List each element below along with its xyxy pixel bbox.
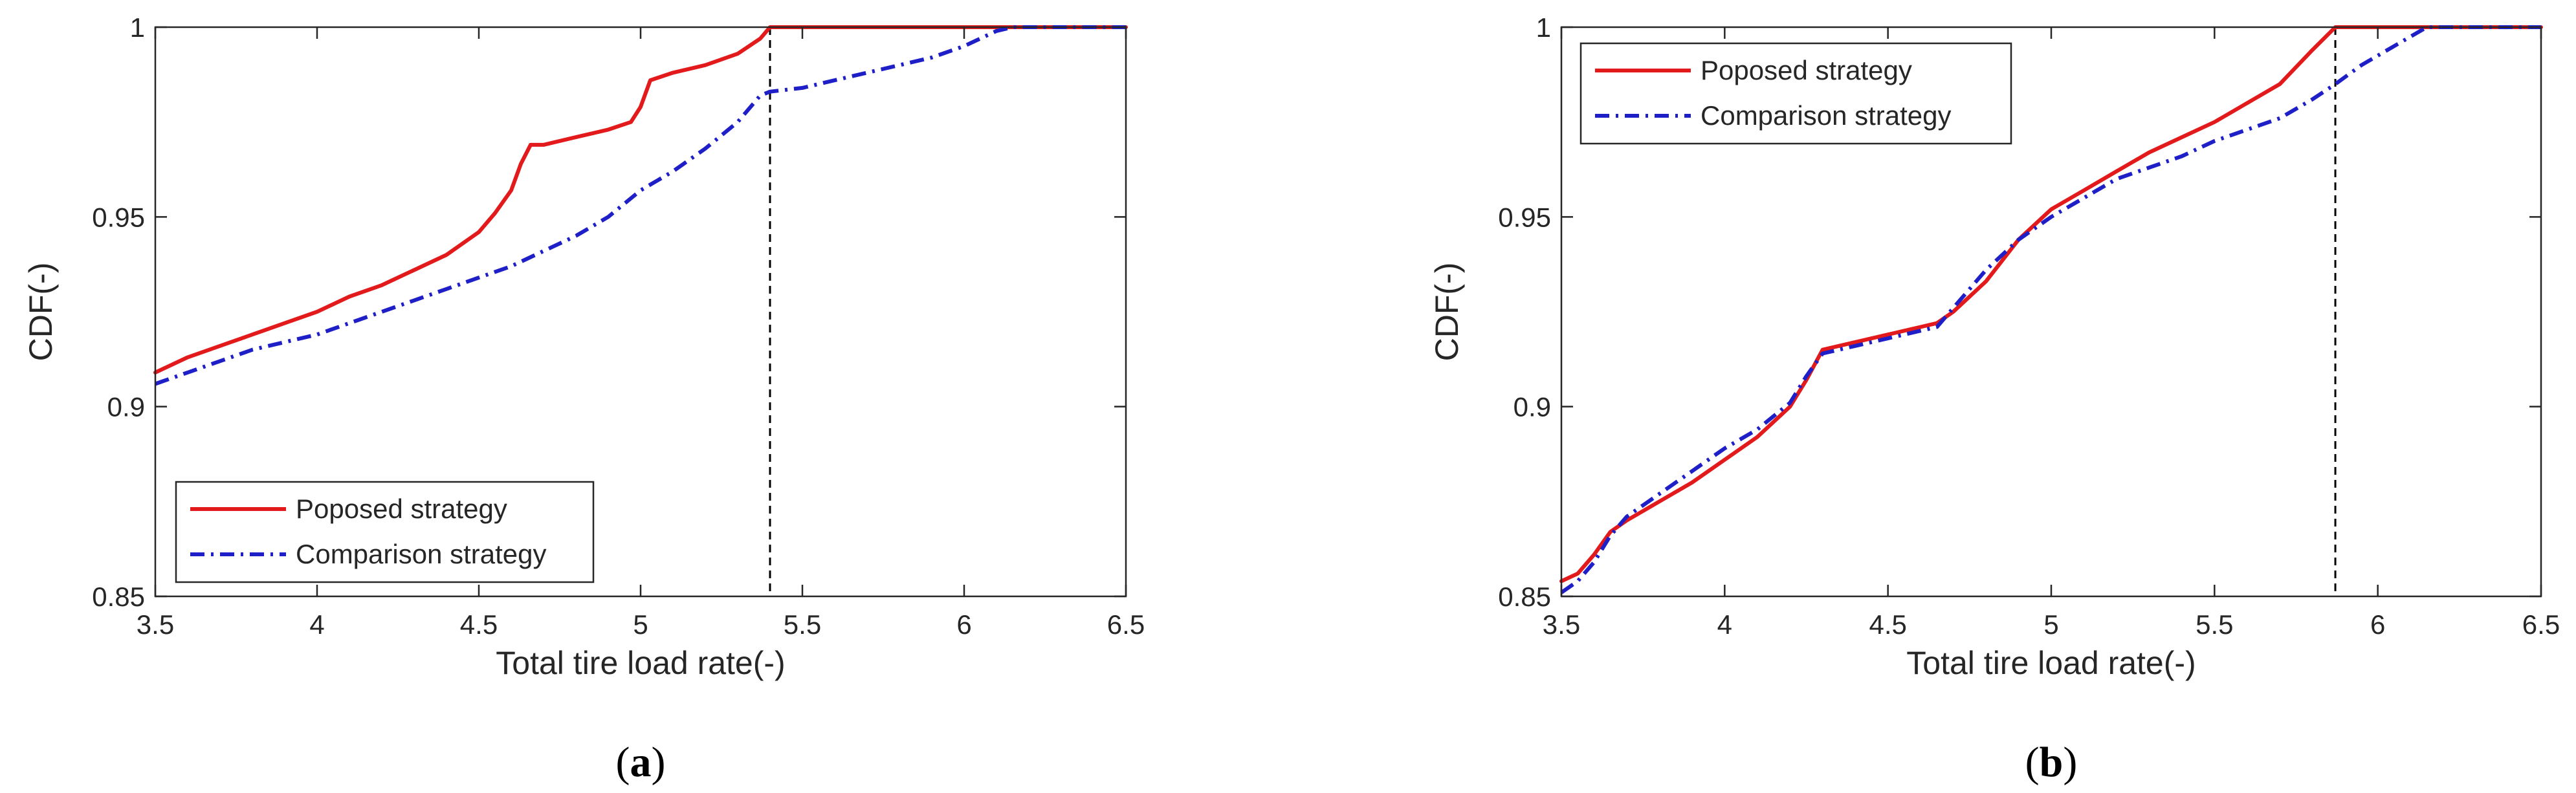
legend-box [175, 481, 595, 583]
x-tick-label: 5 [2043, 609, 2058, 640]
x-tick-label: 4 [1717, 609, 1732, 640]
y-axis-label: CDF(-) [23, 263, 59, 362]
x-tick-label: 4.5 [460, 609, 498, 640]
caption-close-paren: ) [2063, 739, 2077, 786]
x-tick-label: 3.5 [1543, 609, 1580, 640]
y-tick-label: 0.95 [92, 202, 145, 232]
y-tick-label: 0.9 [1514, 392, 1551, 422]
x-tick-label: 4 [309, 609, 324, 640]
y-tick-label: 0.85 [92, 581, 145, 612]
x-tick-label: 6 [2370, 609, 2385, 640]
panel-caption: (b) [2025, 739, 2078, 786]
y-axis-label: CDF(-) [1429, 263, 1465, 362]
caption-open-paren: ( [616, 739, 630, 786]
series-line-comparison [1560, 25, 2541, 594]
x-tick-label: 5.5 [784, 609, 821, 640]
legend-label-comparison: Comparison strategy [296, 539, 547, 569]
caption-close-paren: ) [652, 739, 666, 786]
x-tick-label: 5 [633, 609, 648, 640]
y-tick-label: 0.95 [1498, 202, 1551, 232]
caption-letter: b [2040, 739, 2064, 786]
legend: Poposed strategy Comparison strategy [1580, 42, 2012, 145]
y-tick-label: 0.85 [1498, 581, 1551, 612]
panel-caption: (a) [616, 739, 666, 786]
legend: Poposed strategy Comparison strategy [175, 481, 595, 583]
legend-box [1580, 42, 2012, 145]
x-tick-label: 6.5 [2522, 609, 2560, 640]
chart-panel-a: 3.5 4 4.5 5 5.5 6 6.5 0.85 0.9 0.95 1 Total tire lo… [23, 12, 1145, 786]
legend-label-proposed: Poposed strategy [1701, 55, 1912, 85]
x-axis-label: Total tire load rate(-) [1906, 645, 2196, 681]
x-tick-label: 4.5 [1869, 609, 1906, 640]
y-tick-label: 1 [1536, 12, 1551, 43]
x-tick-label: 6 [956, 609, 971, 640]
caption-open-paren: ( [2025, 739, 2040, 786]
x-tick-label: 3.5 [137, 609, 174, 640]
x-tick-label: 5.5 [2196, 609, 2233, 640]
caption-letter: a [630, 739, 652, 786]
x-axis-label: Total tire load rate(-) [496, 645, 785, 681]
series-line-comparison [155, 25, 1126, 386]
x-tick-label: 6.5 [1107, 609, 1145, 640]
chart-panel-b: 3.5 4 4.5 5 5.5 6 6.5 0.85 0.9 0.95 1 Total tire lo… [1429, 12, 2560, 786]
y-tick-label: 0.9 [107, 392, 145, 422]
legend-label-comparison: Comparison strategy [1701, 100, 1952, 131]
legend-label-proposed: Poposed strategy [296, 494, 507, 524]
y-tick-label: 1 [130, 12, 145, 43]
